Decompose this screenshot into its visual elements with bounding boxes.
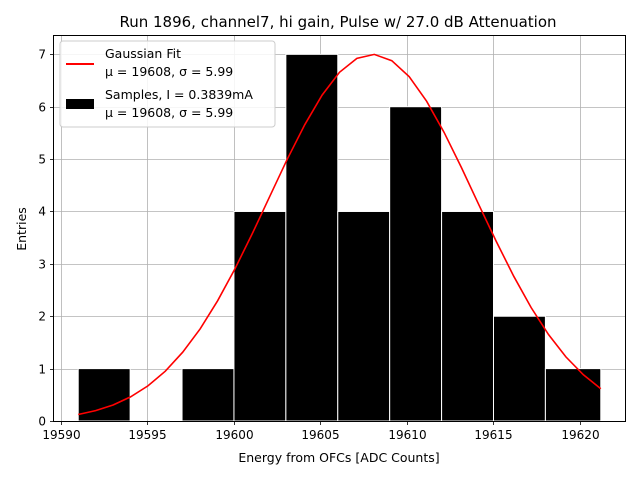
y-tick-label: 3	[38, 258, 46, 272]
y-axis-ticks: 0 1 2 3 4 5 6 7	[38, 48, 54, 429]
y-tick-label: 7	[38, 48, 46, 62]
x-axis-ticks: 19590 19595 19600 19605 19610 19615 19620	[42, 421, 600, 442]
x-tick-label: 19620	[561, 428, 599, 442]
histogram-bar	[492, 315, 546, 422]
histogram-bar	[389, 106, 443, 422]
x-tick-label: 19590	[42, 428, 80, 442]
y-tick-label: 1	[38, 363, 46, 377]
plot-frame	[53, 35, 626, 422]
x-axis-label: Energy from OFCs [ADC Counts]	[238, 450, 439, 465]
y-tick-label: 0	[38, 415, 46, 429]
x-tick-label: 19615	[474, 428, 512, 442]
legend: Gaussian Fit μ = 19608, σ = 5.99 Samples…	[59, 40, 276, 128]
histogram-bar	[285, 53, 339, 422]
y-tick-label: 6	[38, 101, 46, 115]
legend-samples-swatch	[66, 99, 94, 109]
histogram-bar	[337, 210, 391, 422]
x-tick-label: 19595	[128, 428, 166, 442]
legend-samples-stats: μ = 19608, σ = 5.99	[105, 105, 233, 120]
x-tick-label: 19605	[301, 428, 339, 442]
y-axis-label: Entries	[14, 207, 29, 251]
fit-curve-group	[78, 53, 602, 416]
gaussian-fit-curve	[78, 53, 602, 416]
histogram-bar	[181, 368, 235, 422]
y-tick-label: 2	[38, 310, 46, 324]
histogram-bar	[233, 210, 287, 422]
legend-fit-name: Gaussian Fit	[105, 46, 181, 61]
histogram-bar	[441, 210, 494, 422]
histogram-bars	[77, 53, 602, 422]
legend-fit-stats: μ = 19608, σ = 5.99	[105, 64, 233, 79]
x-tick-label: 19610	[388, 428, 426, 442]
x-tick-label: 19600	[215, 428, 253, 442]
y-tick-label: 4	[38, 205, 46, 219]
chart-title: Run 1896, channel7, hi gain, Pulse w/ 27…	[119, 13, 556, 31]
legend-box	[59, 40, 276, 128]
y-tick-label: 5	[38, 153, 46, 167]
histogram-bar	[544, 368, 602, 422]
legend-samples-name: Samples, I = 0.3839mA	[105, 87, 253, 102]
